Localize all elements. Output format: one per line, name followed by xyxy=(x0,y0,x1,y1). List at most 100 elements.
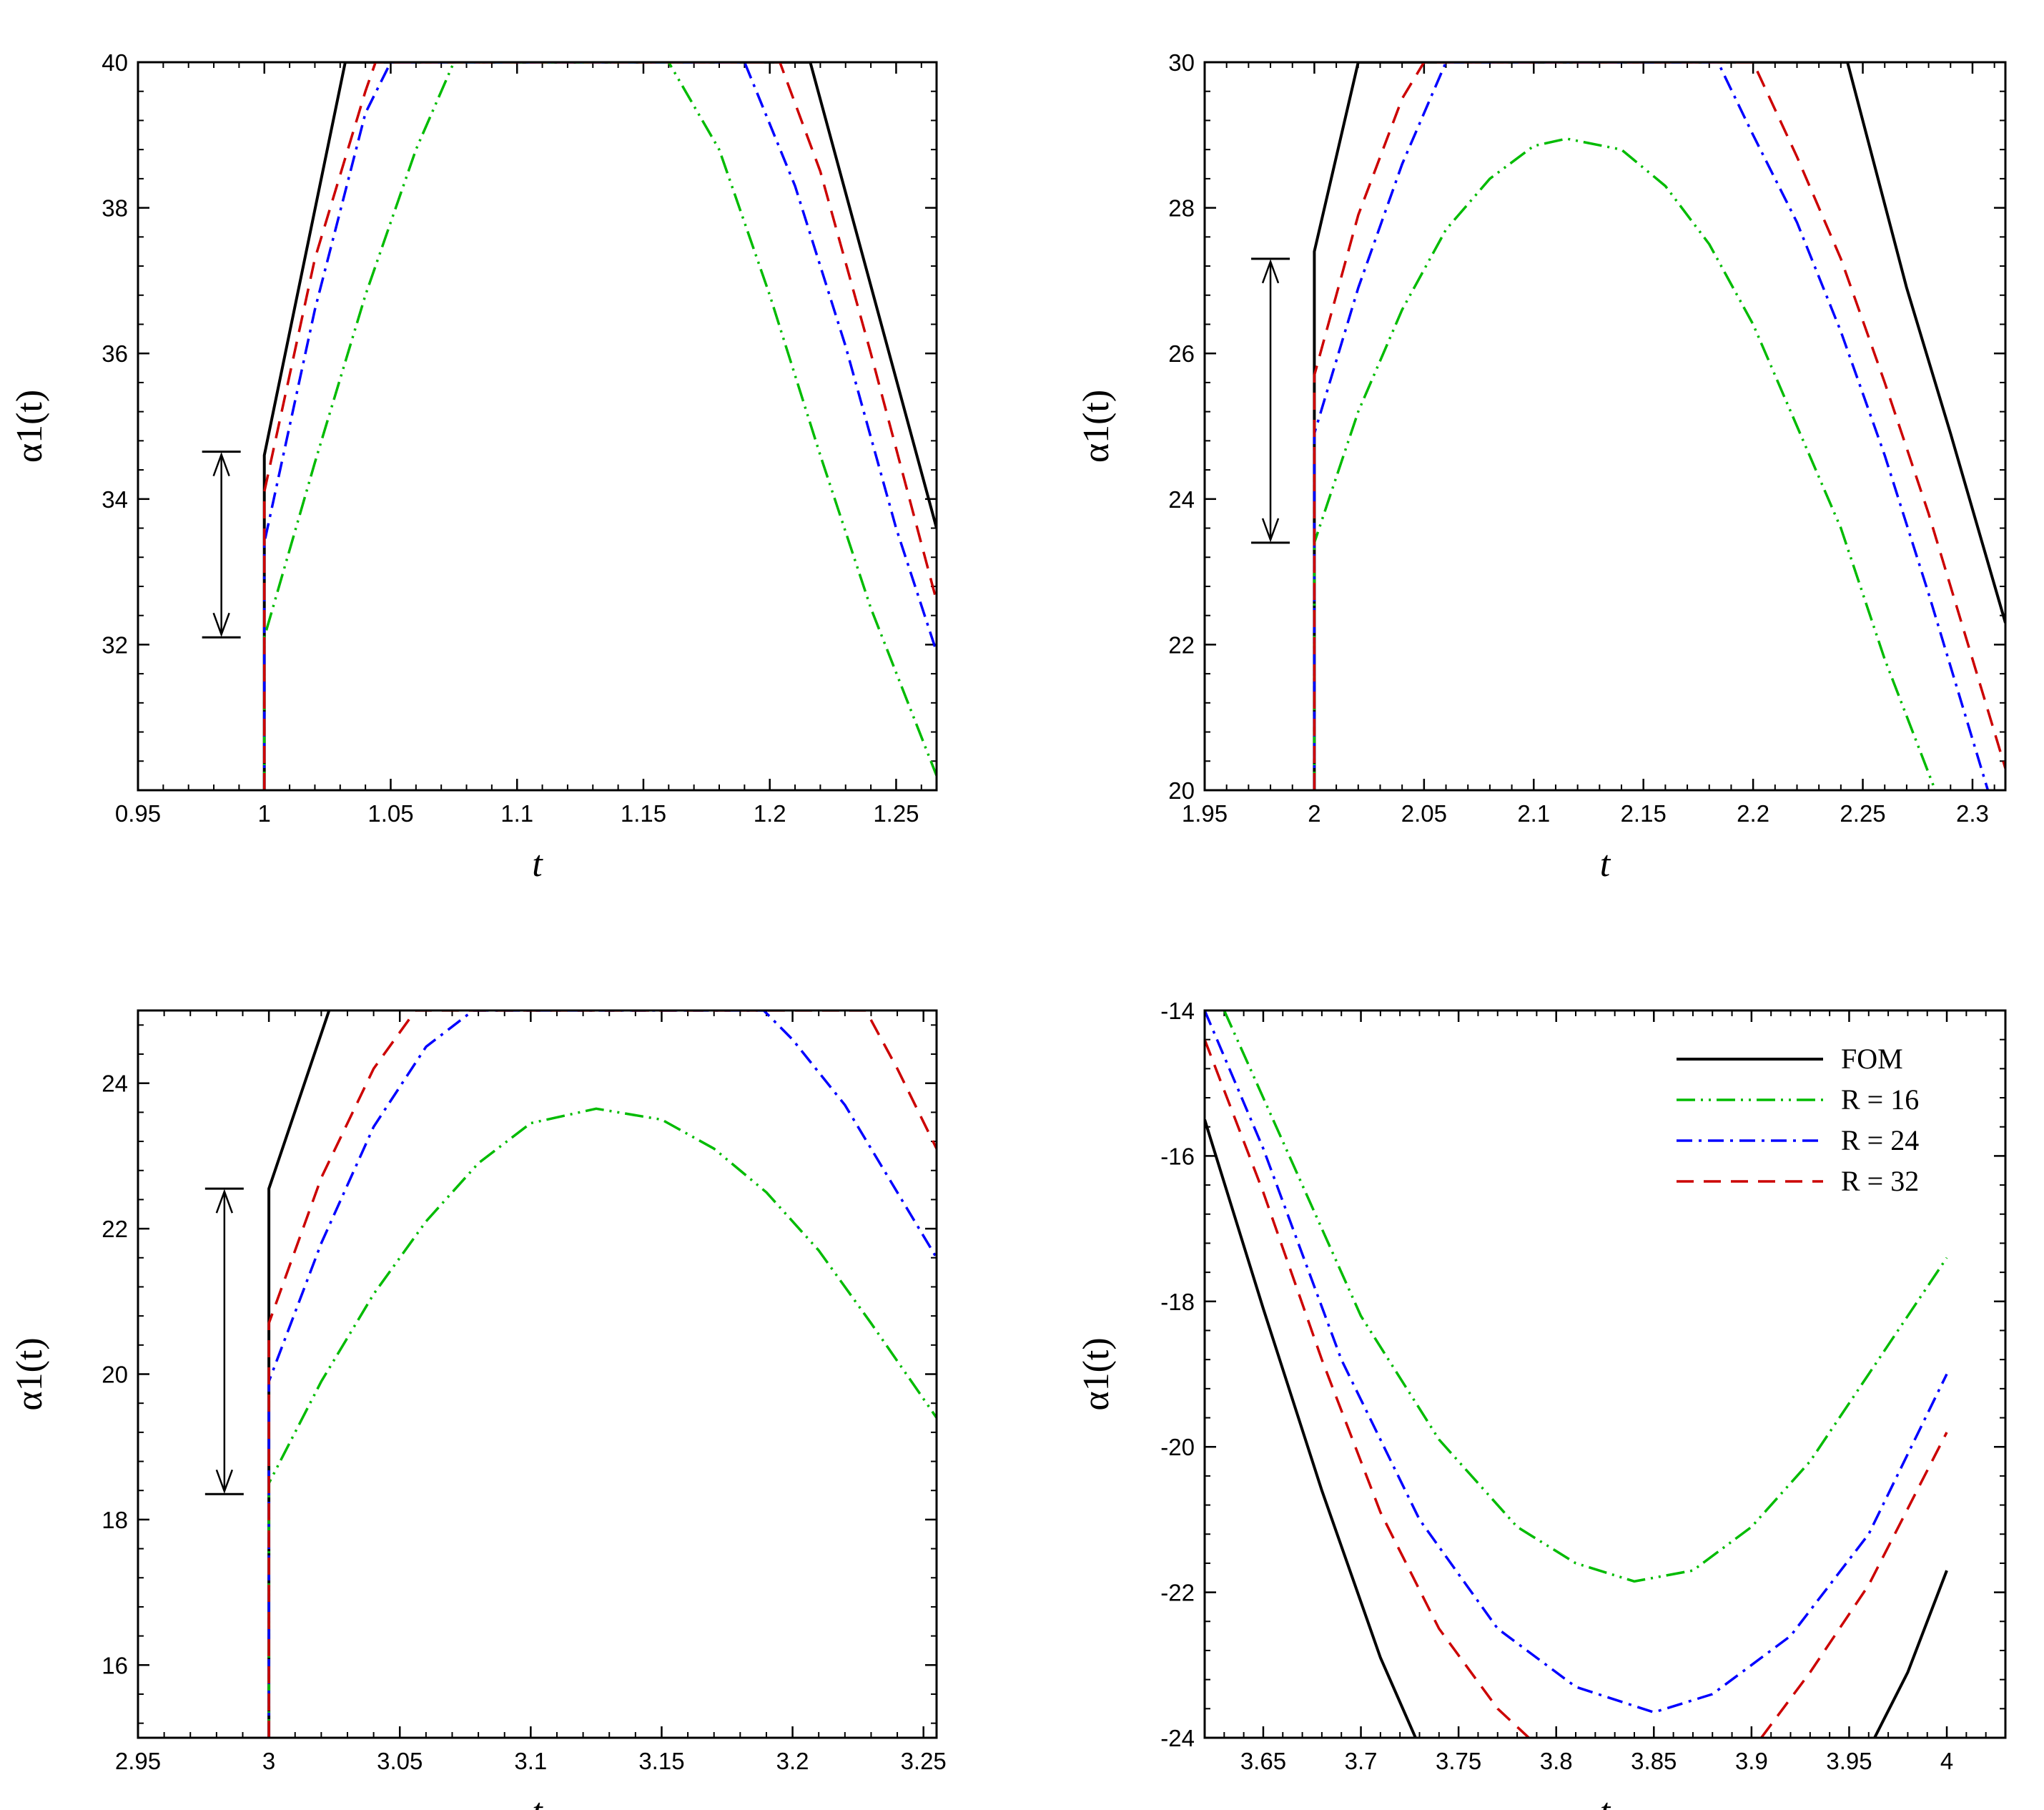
plot-frame xyxy=(137,1009,938,1739)
y-tick-label: 22 xyxy=(1168,631,1195,658)
y-tick-label: 20 xyxy=(1168,777,1195,804)
series-line-r-32 xyxy=(267,1010,937,1738)
y-tick-label: 26 xyxy=(1168,340,1195,367)
x-tick-label: 4 xyxy=(1940,1748,1953,1774)
plot-frame xyxy=(137,61,938,792)
y-tick-label: 30 xyxy=(1168,49,1195,76)
x-tick-label: 3.2 xyxy=(776,1748,809,1774)
x-tick-label: 2.3 xyxy=(1956,800,1989,827)
y-tick-label: -16 xyxy=(1160,1143,1195,1169)
series-line-r-24 xyxy=(262,62,937,790)
y-tick-label: 16 xyxy=(102,1652,128,1678)
x-tick-label: 3.15 xyxy=(638,1748,684,1774)
panel-1: 0.95 1 1.05 1.1 1.15 1.2 1.25 32 34 36 38 40 t α1(t) xyxy=(9,49,938,885)
x-tick-label: 3.75 xyxy=(1436,1748,1481,1774)
x-tick-label: 3.8 xyxy=(1540,1748,1573,1774)
legend-label: R = 16 xyxy=(1841,1083,1919,1116)
x-tick-label: 3.7 xyxy=(1345,1748,1378,1774)
plot-frame xyxy=(1203,61,2007,792)
x-tick-label: 2.2 xyxy=(1737,800,1769,827)
x-tick-label: 1.2 xyxy=(754,800,786,827)
x-tick-label: 2 xyxy=(1308,800,1320,827)
panel-4: 3.65 3.7 3.75 3.8 3.85 3.9 3.95 4 -24 -22 -20 -18 -1… xyxy=(1076,998,2007,1810)
y-tick-label: 28 xyxy=(1168,195,1195,222)
arrow-head-down xyxy=(215,1469,234,1494)
y-axis-title: α1(t) xyxy=(9,1337,50,1410)
series-line-fom xyxy=(262,62,937,790)
x-tick-label: 2.95 xyxy=(115,1748,161,1774)
y-tick-label: -22 xyxy=(1160,1580,1195,1606)
y-tick-label: 24 xyxy=(102,1071,128,1097)
y-tick-label: -24 xyxy=(1160,1725,1195,1751)
series-line-r-16 xyxy=(262,62,937,790)
arrow-head-up xyxy=(215,1189,234,1214)
x-tick-label: 3.1 xyxy=(514,1748,547,1774)
x-axis-title: t xyxy=(1600,844,1611,885)
x-tick-label: 1.95 xyxy=(1182,800,1228,827)
x-tick-label: 3 xyxy=(262,1748,275,1774)
x-tick-label: 3.25 xyxy=(901,1748,947,1774)
arrow-head-up xyxy=(212,451,230,477)
y-tick-label: 38 xyxy=(102,195,128,222)
series-line-fom xyxy=(1313,62,2005,790)
x-tick-label: 3.9 xyxy=(1735,1748,1768,1774)
arrow-head-up xyxy=(1261,259,1280,284)
x-axis-title: t xyxy=(532,1791,543,1810)
series-line-r-24 xyxy=(1205,1010,1948,1714)
y-tick-label: -20 xyxy=(1160,1434,1195,1460)
x-tick-label: 0.95 xyxy=(115,800,161,827)
series-line-r-32 xyxy=(1205,1039,1530,1738)
y-tick-label: 36 xyxy=(102,340,128,367)
y-axis-title: α1(t) xyxy=(1076,390,1117,463)
series-group xyxy=(1313,62,2005,790)
series-line-r-24 xyxy=(1313,62,1990,790)
x-tick-label: 3.05 xyxy=(377,1748,423,1774)
y-tick-label: -14 xyxy=(1160,998,1195,1024)
x-tick-label: 1.25 xyxy=(873,800,919,827)
x-tick-label: 3.65 xyxy=(1240,1748,1286,1774)
series-group xyxy=(267,1010,937,1738)
y-axis-title: α1(t) xyxy=(9,390,50,463)
x-axis-title: t xyxy=(532,844,543,885)
series-line-r-32 xyxy=(1760,1432,1948,1738)
y-tick-label: -18 xyxy=(1160,1289,1195,1315)
x-tick-label: 1.05 xyxy=(367,800,413,827)
y-tick-label: 34 xyxy=(102,486,128,513)
x-tick-label: 2.05 xyxy=(1401,800,1447,827)
x-tick-label: 3.95 xyxy=(1826,1748,1872,1774)
x-axis-title: t xyxy=(1600,1791,1611,1810)
arrow-head-down xyxy=(1261,518,1280,543)
series-line-fom xyxy=(1873,1570,1948,1738)
series-line-r-16 xyxy=(1223,1010,1948,1583)
series-line-r-16 xyxy=(267,1107,937,1738)
y-tick-label: 32 xyxy=(102,631,128,658)
series-line-fom xyxy=(267,1010,331,1738)
series-line-fom xyxy=(1205,1119,1417,1738)
legend-label: FOM xyxy=(1841,1043,1903,1075)
y-tick-label: 22 xyxy=(102,1216,128,1242)
legend-label: R = 32 xyxy=(1841,1165,1919,1197)
x-tick-label: 2.25 xyxy=(1840,800,1885,827)
panel-2: 1.95 2 2.05 2.1 2.15 2.2 2.25 2.3 20 22 24 26 28 30 t α… xyxy=(1076,49,2007,885)
x-tick-label: 3.85 xyxy=(1631,1748,1677,1774)
x-tick-label: 1 xyxy=(258,800,271,827)
y-axis-title: α1(t) xyxy=(1076,1337,1117,1410)
series-line-r-32 xyxy=(1313,62,2005,790)
series-group xyxy=(262,62,937,790)
x-tick-label: 1.1 xyxy=(500,800,533,827)
x-tick-label: 1.15 xyxy=(621,800,666,827)
series-line-r-32 xyxy=(262,62,937,790)
legend-label: R = 24 xyxy=(1841,1124,1919,1156)
panel-3: 2.95 3 3.05 3.1 3.15 3.2 3.25 16 18 20 22 24 t α1(t) xyxy=(9,1009,947,1810)
y-tick-label: 24 xyxy=(1168,486,1195,513)
y-tick-label: 18 xyxy=(102,1507,128,1533)
y-tick-label: 20 xyxy=(102,1362,128,1388)
series-group xyxy=(1205,1010,1948,1738)
plot-frame xyxy=(1203,1009,2007,1739)
x-tick-label: 2.1 xyxy=(1517,800,1550,827)
arrow-head-down xyxy=(212,612,230,637)
y-tick-label: 40 xyxy=(102,49,128,76)
series-line-r-24 xyxy=(267,1010,937,1738)
x-tick-label: 2.15 xyxy=(1621,800,1667,827)
